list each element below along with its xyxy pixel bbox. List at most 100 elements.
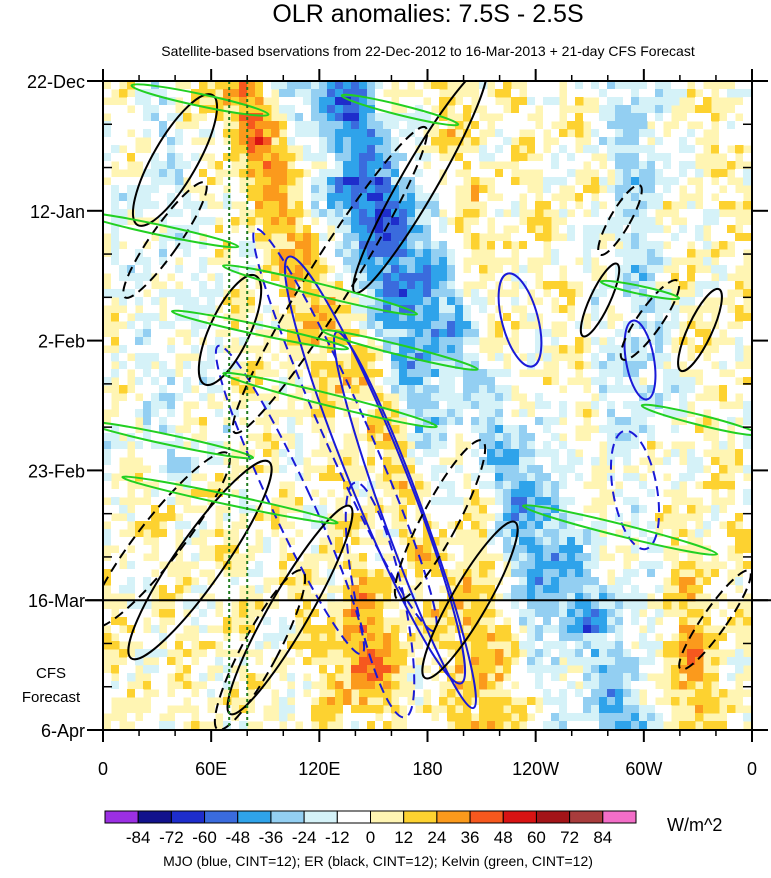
anomaly-cell — [319, 313, 328, 322]
anomaly-cell — [567, 249, 576, 258]
anomaly-cell — [439, 249, 448, 258]
anomaly-cell — [559, 313, 568, 322]
anomaly-cell — [503, 545, 512, 554]
anomaly-cell — [375, 361, 384, 370]
anomaly-cell — [255, 697, 264, 706]
anomaly-cell — [543, 721, 552, 730]
anomaly-cell — [167, 113, 176, 122]
anomaly-cell — [671, 465, 680, 474]
anomaly-cell — [631, 345, 640, 354]
anomaly-cell — [431, 569, 440, 578]
anomaly-cell — [167, 721, 176, 730]
anomaly-cell — [431, 529, 440, 538]
anomaly-cell — [719, 545, 728, 554]
anomaly-cell — [159, 193, 168, 202]
anomaly-cell — [559, 305, 568, 314]
anomaly-cell — [359, 633, 368, 642]
anomaly-cell — [103, 697, 112, 706]
anomaly-cell — [583, 657, 592, 666]
anomaly-cell — [311, 241, 320, 250]
anomaly-cell — [135, 441, 144, 450]
anomaly-cell — [247, 145, 256, 154]
anomaly-cell — [207, 249, 216, 258]
anomaly-cell — [527, 705, 536, 714]
anomaly-cell — [239, 169, 248, 178]
anomaly-cell — [719, 273, 728, 282]
anomaly-cell — [559, 209, 568, 218]
anomaly-cell — [335, 233, 344, 242]
anomaly-cell — [327, 577, 336, 586]
anomaly-cell — [519, 601, 528, 610]
anomaly-cell — [647, 81, 656, 90]
anomaly-cell — [615, 577, 624, 586]
anomaly-cell — [639, 529, 648, 538]
anomaly-cell — [567, 201, 576, 210]
anomaly-cell — [287, 705, 296, 714]
anomaly-cell — [455, 305, 464, 314]
anomaly-cell — [271, 193, 280, 202]
anomaly-cell — [119, 217, 128, 226]
anomaly-cell — [431, 265, 440, 274]
anomaly-cell — [599, 385, 608, 394]
anomaly-cell — [199, 241, 208, 250]
anomaly-cell — [447, 417, 456, 426]
anomaly-cell — [375, 633, 384, 642]
anomaly-cell — [167, 513, 176, 522]
anomaly-cell — [591, 217, 600, 226]
anomaly-cell — [695, 241, 704, 250]
anomaly-cell — [319, 225, 328, 234]
anomaly-cell — [567, 241, 576, 250]
anomaly-cell — [719, 665, 728, 674]
anomaly-cell — [655, 385, 664, 394]
anomaly-cell — [351, 137, 360, 146]
anomaly-cell — [327, 257, 336, 266]
anomaly-cell — [519, 457, 528, 466]
anomaly-cell — [159, 217, 168, 226]
anomaly-cell — [151, 321, 160, 330]
anomaly-cell — [519, 337, 528, 346]
anomaly-cell — [183, 641, 192, 650]
anomaly-cell — [439, 185, 448, 194]
anomaly-cell — [191, 241, 200, 250]
anomaly-cell — [727, 641, 736, 650]
anomaly-cell — [167, 81, 176, 90]
anomaly-cell — [175, 721, 184, 730]
anomaly-cell — [271, 521, 280, 530]
anomaly-cell — [623, 265, 632, 274]
anomaly-cell — [639, 593, 648, 602]
anomaly-cell — [183, 393, 192, 402]
anomaly-cell — [591, 113, 600, 122]
anomaly-cell — [255, 449, 264, 458]
anomaly-cell — [471, 401, 480, 410]
anomaly-cell — [367, 681, 376, 690]
anomaly-cell — [743, 529, 752, 538]
anomaly-cell — [575, 233, 584, 242]
anomaly-cell — [599, 217, 608, 226]
anomaly-cell — [687, 681, 696, 690]
anomaly-cell — [631, 457, 640, 466]
anomaly-cell — [591, 577, 600, 586]
anomaly-cell — [255, 625, 264, 634]
anomaly-cell — [663, 353, 672, 362]
anomaly-cell — [159, 185, 168, 194]
anomaly-cell — [183, 537, 192, 546]
anomaly-cell — [439, 297, 448, 306]
anomaly-cell — [511, 121, 520, 130]
anomaly-cell — [279, 257, 288, 266]
anomaly-cell — [199, 313, 208, 322]
anomaly-cell — [463, 713, 472, 722]
anomaly-cell — [319, 97, 328, 106]
anomaly-cell — [479, 321, 488, 330]
reference-lines — [228, 81, 249, 730]
anomaly-cell — [743, 105, 752, 114]
anomaly-cell — [527, 361, 536, 370]
x-tick-label: 0 — [747, 759, 757, 779]
anomaly-cell — [535, 601, 544, 610]
anomaly-cell — [543, 521, 552, 530]
anomaly-cell — [663, 377, 672, 386]
anomaly-cell — [439, 281, 448, 290]
anomaly-cell — [631, 609, 640, 618]
anomaly-cell — [231, 81, 240, 90]
anomaly-cell — [295, 129, 304, 138]
anomaly-cell — [719, 393, 728, 402]
